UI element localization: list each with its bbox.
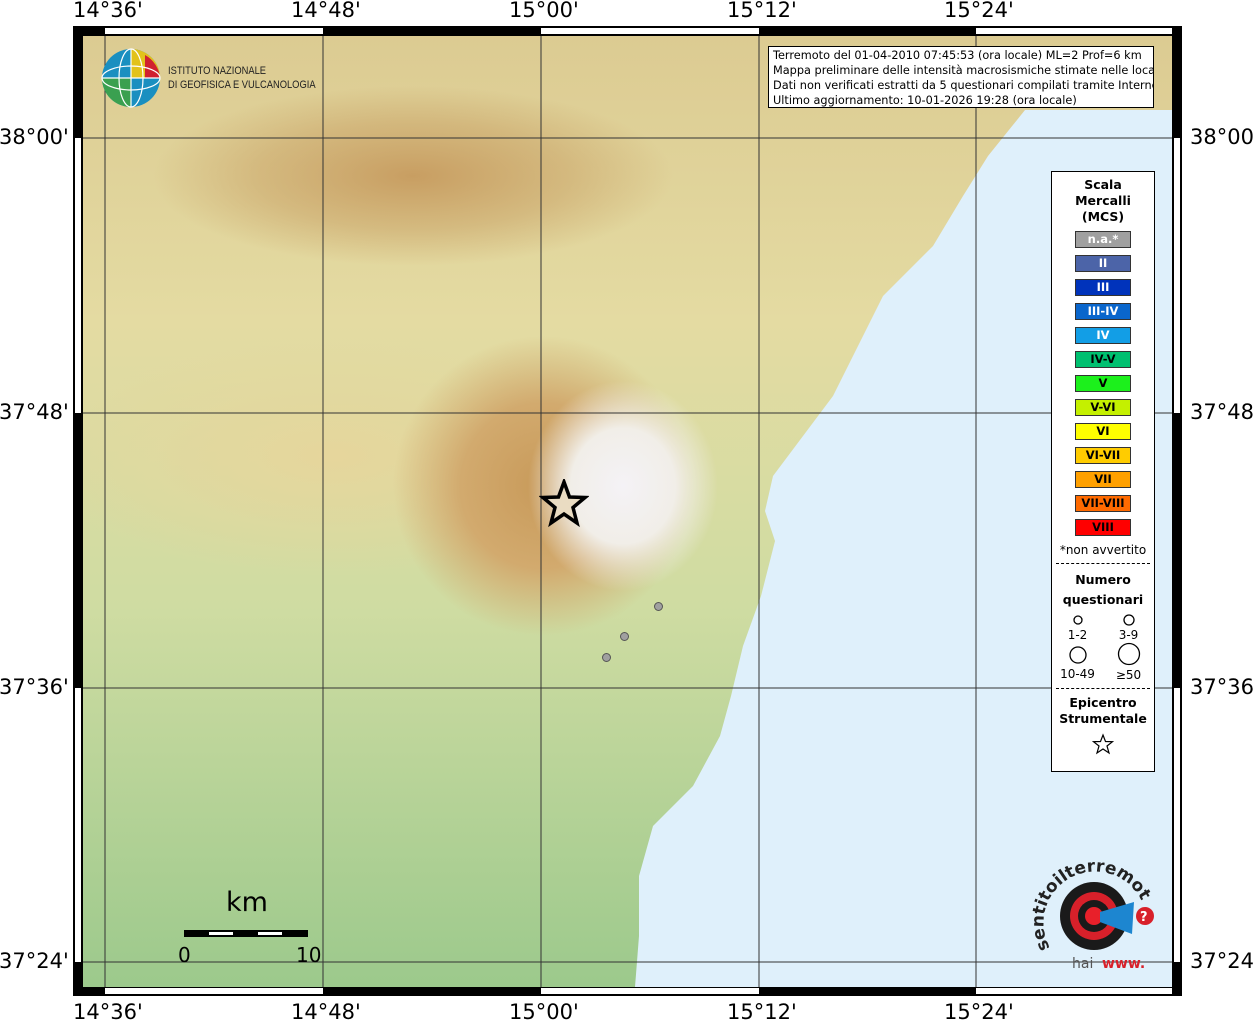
count-title: Numero questionari <box>1052 570 1154 610</box>
lon-tick-bottom: 15°00' <box>509 1000 579 1024</box>
legend-title-line: Mercalli <box>1075 193 1131 208</box>
legend: Scala Mercalli (MCS) n.a.* II III III-IV IV I… <box>1051 171 1155 772</box>
sea <box>635 110 1172 987</box>
lat-tick-right: 38°00' <box>1190 125 1255 149</box>
lat-tick-left: 37°24' <box>0 949 69 973</box>
count-50: ≥50 <box>1103 642 1154 682</box>
count-1-2: 1-2 <box>1052 614 1103 642</box>
legend-swatch: V <box>1075 375 1131 392</box>
legend-title-line: Scala <box>1084 177 1122 192</box>
divider <box>1056 688 1150 689</box>
legend-swatch: III <box>1075 279 1131 296</box>
count-title-line: Numero <box>1075 572 1131 587</box>
epi-title-line: Strumentale <box>1059 711 1147 726</box>
epi-title-line: Epicentro <box>1069 695 1137 710</box>
count-10-49: 10-49 <box>1052 645 1103 682</box>
legend-swatch: VII <box>1075 471 1131 488</box>
observation-point[interactable] <box>602 652 612 662</box>
ingv-logo <box>101 48 161 108</box>
circle-large-icon <box>1068 646 1087 664</box>
svg-text:www.: www. <box>1102 956 1145 972</box>
graticule <box>83 36 1172 987</box>
frame-ticks <box>75 28 1180 994</box>
lon-tick-top: 15°00' <box>509 0 579 22</box>
legend-swatch: VII-VIII <box>1075 495 1131 512</box>
count-label: 1-2 <box>1067 628 1088 642</box>
lon-tick-bottom: 15°24' <box>944 1000 1014 1024</box>
legend-swatch: VIII <box>1075 519 1131 536</box>
scalebar-min: 0 <box>178 943 191 967</box>
lat-tick-left: 37°36' <box>0 675 69 699</box>
legend-swatch: IV <box>1075 327 1131 344</box>
legend-note: *non avvertito <box>1059 543 1147 557</box>
svg-text:?: ? <box>1140 910 1148 925</box>
scalebar <box>184 930 308 937</box>
info-line: Ultimo aggiornamento: 10-01-2026 19:28 (… <box>773 94 1077 107</box>
lon-tick-top: 15°12' <box>727 0 797 22</box>
lon-tick-top: 14°48' <box>291 0 361 22</box>
scalebar-unit: km <box>226 887 268 918</box>
event-info-box: Terremoto del 01-04-2010 07:45:53 (ora l… <box>768 46 1154 108</box>
count-title-line: questionari <box>1062 592 1144 607</box>
institute-line1: ISTITUTO NAZIONALE <box>168 65 267 77</box>
count-label: ≥50 <box>1115 668 1142 682</box>
legend-swatch: III-IV <box>1075 303 1131 320</box>
legend-title-line: (MCS) <box>1081 209 1125 224</box>
lat-tick-right: 37°48' <box>1190 400 1255 424</box>
observation-point[interactable] <box>654 601 664 611</box>
count-label: 3-9 <box>1118 628 1139 642</box>
epicenter-title: Epicentro Strumentale <box>1052 695 1154 727</box>
legend-swatch: VI <box>1075 423 1131 440</box>
lon-tick-bottom: 15°12' <box>727 1000 797 1024</box>
lon-tick-bottom: 14°48' <box>291 1000 361 1024</box>
lon-tick-bottom: 14°36' <box>73 1000 143 1024</box>
info-line: Mappa preliminare delle intensità macros… <box>773 64 1154 77</box>
legend-swatch: n.a.* <box>1075 231 1131 248</box>
circle-small-icon <box>1072 615 1083 625</box>
institute-line2: DI GEOFISICA E VULCANOLOGIA <box>168 79 316 91</box>
observation-point[interactable] <box>619 631 629 641</box>
lat-tick-left: 38°00' <box>0 125 69 149</box>
legend-title: Scala Mercalli (MCS) <box>1052 177 1154 225</box>
legend-swatch: VI-VII <box>1075 447 1131 464</box>
institute-name: ISTITUTO NAZIONALE DI GEOFISICA E VULCAN… <box>168 64 316 92</box>
legend-swatch: IV-V <box>1075 351 1131 368</box>
lon-tick-top: 15°24' <box>944 0 1014 22</box>
circle-medium-icon <box>1122 614 1135 626</box>
scalebar-max: 10 <box>296 943 322 967</box>
lon-tick-top: 14°36' <box>73 0 143 22</box>
lat-tick-right: 37°36' <box>1190 675 1255 699</box>
count-label: 10-49 <box>1060 667 1095 681</box>
epicenter-star-icon[interactable] <box>539 479 590 529</box>
svg-text:hai: hai <box>1072 956 1093 972</box>
lat-tick-right: 37°24' <box>1190 949 1255 973</box>
map-area[interactable] <box>83 36 1172 987</box>
count-3-9: 3-9 <box>1103 614 1154 642</box>
star-icon <box>1091 733 1115 755</box>
circle-xlarge-icon <box>1117 642 1140 666</box>
info-line: Dati non verificati estratti da 5 questi… <box>773 79 1154 92</box>
info-line: Terremoto del 01-04-2010 07:45:53 (ora l… <box>773 49 1142 62</box>
legend-swatch: V-VI <box>1075 399 1131 416</box>
divider <box>1056 563 1150 564</box>
lat-tick-left: 37°48' <box>0 400 69 424</box>
legend-swatch: II <box>1075 255 1131 272</box>
